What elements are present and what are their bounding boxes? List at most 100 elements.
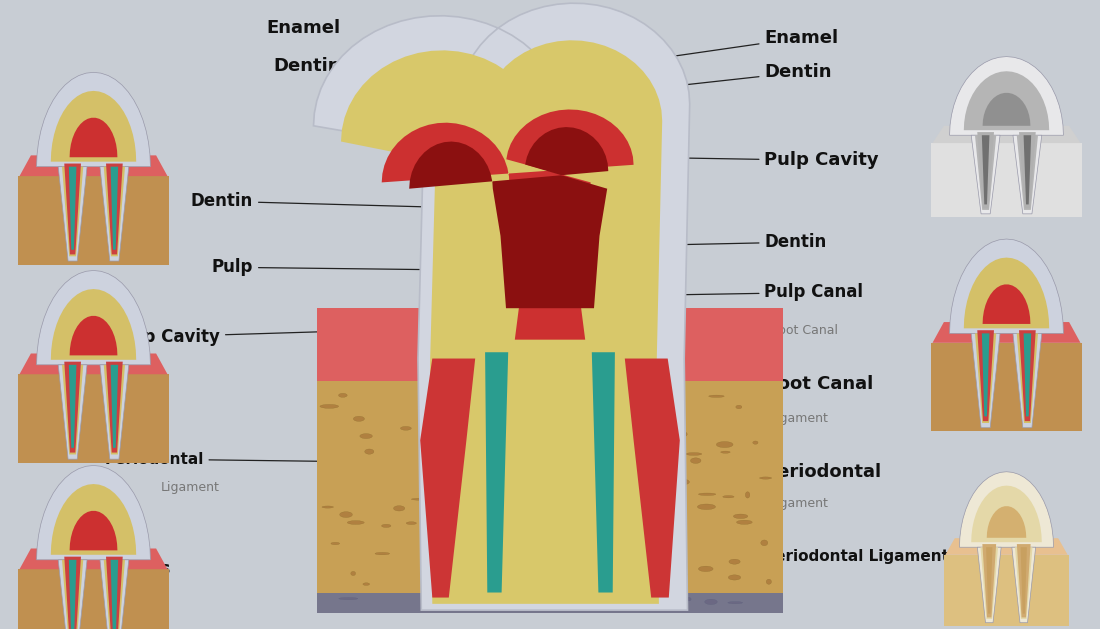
Ellipse shape xyxy=(322,506,333,508)
Text: Enamel: Enamel xyxy=(630,29,838,62)
Polygon shape xyxy=(982,544,997,618)
Ellipse shape xyxy=(582,549,602,555)
Polygon shape xyxy=(945,538,1068,555)
Polygon shape xyxy=(36,72,151,167)
Polygon shape xyxy=(977,547,1001,623)
Polygon shape xyxy=(103,560,125,629)
Polygon shape xyxy=(625,359,680,598)
Ellipse shape xyxy=(353,416,364,421)
Ellipse shape xyxy=(375,552,389,555)
Polygon shape xyxy=(58,167,87,261)
Ellipse shape xyxy=(438,485,453,490)
Text: Dentin: Dentin xyxy=(274,57,341,75)
Ellipse shape xyxy=(767,579,771,584)
Polygon shape xyxy=(103,365,125,454)
Polygon shape xyxy=(20,155,167,176)
Ellipse shape xyxy=(605,481,616,483)
Ellipse shape xyxy=(734,514,748,518)
Ellipse shape xyxy=(456,548,470,551)
Text: Periodontal: Periodontal xyxy=(663,463,881,481)
Polygon shape xyxy=(944,555,1069,626)
Ellipse shape xyxy=(360,433,372,438)
Ellipse shape xyxy=(560,458,578,464)
Ellipse shape xyxy=(729,559,740,564)
Ellipse shape xyxy=(705,599,717,604)
Ellipse shape xyxy=(430,371,440,374)
Polygon shape xyxy=(111,365,118,448)
Ellipse shape xyxy=(339,598,358,599)
Ellipse shape xyxy=(728,601,743,604)
Polygon shape xyxy=(51,91,136,162)
Polygon shape xyxy=(931,143,1082,217)
Ellipse shape xyxy=(483,520,500,523)
Ellipse shape xyxy=(664,532,678,535)
Ellipse shape xyxy=(708,395,724,398)
Ellipse shape xyxy=(685,453,702,455)
Polygon shape xyxy=(106,164,123,255)
Ellipse shape xyxy=(590,537,604,542)
Polygon shape xyxy=(1019,330,1036,421)
Ellipse shape xyxy=(487,490,497,496)
Polygon shape xyxy=(1024,333,1031,416)
Ellipse shape xyxy=(678,479,690,484)
Polygon shape xyxy=(69,316,118,355)
Ellipse shape xyxy=(623,493,630,498)
Ellipse shape xyxy=(697,504,715,509)
Ellipse shape xyxy=(626,408,640,411)
Text: Root Canal: Root Canal xyxy=(770,324,838,337)
Polygon shape xyxy=(964,71,1049,130)
Ellipse shape xyxy=(382,524,390,528)
Ellipse shape xyxy=(752,441,758,444)
Polygon shape xyxy=(69,167,76,250)
Polygon shape xyxy=(64,557,81,629)
Polygon shape xyxy=(1024,135,1031,204)
Polygon shape xyxy=(975,333,997,423)
Polygon shape xyxy=(51,484,136,555)
Ellipse shape xyxy=(484,506,491,509)
Text: Pulp: Pulp xyxy=(211,259,497,276)
Text: Dentin: Dentin xyxy=(630,64,832,91)
Ellipse shape xyxy=(320,404,339,408)
Polygon shape xyxy=(1013,135,1042,214)
Polygon shape xyxy=(18,176,169,265)
Polygon shape xyxy=(36,270,151,365)
Polygon shape xyxy=(977,132,994,208)
Polygon shape xyxy=(100,560,129,629)
Ellipse shape xyxy=(761,540,768,546)
Polygon shape xyxy=(64,362,81,453)
Polygon shape xyxy=(949,239,1064,333)
Ellipse shape xyxy=(365,449,374,454)
Ellipse shape xyxy=(560,497,579,499)
Ellipse shape xyxy=(728,575,740,580)
Polygon shape xyxy=(971,333,1000,428)
Polygon shape xyxy=(382,109,634,340)
Polygon shape xyxy=(982,135,989,204)
Ellipse shape xyxy=(339,393,348,398)
Ellipse shape xyxy=(379,373,392,376)
Polygon shape xyxy=(64,164,81,255)
Polygon shape xyxy=(986,547,992,614)
Ellipse shape xyxy=(331,542,340,545)
Ellipse shape xyxy=(448,482,462,486)
Polygon shape xyxy=(982,284,1031,324)
Ellipse shape xyxy=(400,426,411,430)
Ellipse shape xyxy=(723,496,734,498)
Ellipse shape xyxy=(422,467,429,472)
Polygon shape xyxy=(317,355,783,613)
Polygon shape xyxy=(100,167,129,261)
Polygon shape xyxy=(1016,135,1038,210)
Polygon shape xyxy=(69,365,76,448)
Polygon shape xyxy=(62,365,84,454)
Text: Pulp Canal: Pulp Canal xyxy=(630,284,864,301)
Polygon shape xyxy=(106,557,123,629)
Ellipse shape xyxy=(698,493,716,496)
Polygon shape xyxy=(20,548,167,569)
Polygon shape xyxy=(1019,132,1036,208)
Ellipse shape xyxy=(746,492,750,498)
Polygon shape xyxy=(977,330,994,421)
Ellipse shape xyxy=(453,488,465,494)
Text: Periodontal Ligament: Periodontal Ligament xyxy=(663,549,949,564)
Text: Pulp Cavity: Pulp Cavity xyxy=(114,327,470,345)
Polygon shape xyxy=(971,486,1042,542)
Polygon shape xyxy=(1016,544,1031,618)
